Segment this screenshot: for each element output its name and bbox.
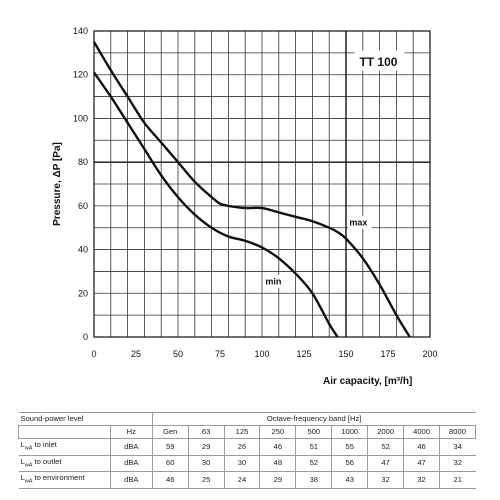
band-header: Octave-frequency band [Hz] (151, 412, 476, 426)
table-cell: 43 (331, 471, 369, 489)
y-axis-title: Pressure, ΔP [Pa] (52, 142, 63, 226)
table-cell: 52 (367, 438, 405, 456)
chart-svg: 0 25 50 75 100 125 150 175 200 0 20 40 60 80 100 120 140… (52, 26, 438, 387)
model-label: TT 100 (359, 55, 397, 69)
table-cell: 47 (367, 454, 405, 473)
table-column-header-blank (18, 425, 111, 439)
x-tick-label: 50 (173, 349, 183, 359)
max-label-background (347, 215, 372, 229)
fan-performance-chart: 0 25 50 75 100 125 150 175 200 0 20 40 60 80 100 120 140… (52, 26, 438, 387)
min-label-background (263, 274, 286, 288)
row-unit: dBA (109, 471, 153, 489)
curve-min (93, 71, 339, 338)
table-cell: 34 (439, 438, 476, 456)
table-title: Sound-power level (18, 412, 111, 426)
x-tick-label: 200 (422, 349, 437, 359)
band-column-header: 250 (259, 425, 297, 439)
x-tick-label: 75 (215, 349, 225, 359)
table-row: LwA to outlet dBA 60 30 30 48 52 56 47 47 32 (18, 454, 476, 473)
y-tick-label: 0 (83, 332, 88, 342)
table-cell: 21 (439, 471, 476, 489)
y-tick-label: 80 (78, 157, 88, 167)
table-cell: 32 (439, 454, 476, 473)
row-label: LwA to environment (18, 471, 111, 489)
table-cell: 29 (187, 438, 225, 456)
table-cell: 30 (187, 454, 225, 473)
table-cell: 46 (259, 438, 297, 456)
y-tick-label: 40 (78, 245, 88, 255)
table-cell: 26 (223, 438, 261, 456)
table-cell: 32 (403, 471, 441, 489)
x-tick-label: 125 (296, 349, 311, 359)
plot-frame (93, 30, 431, 338)
band-column-header: 63 (187, 425, 225, 439)
max-curve-label: max (349, 218, 367, 228)
table-cell: 29 (259, 471, 297, 489)
x-tick-label: 25 (131, 349, 141, 359)
table-cell: 55 (331, 438, 369, 456)
curves (92, 41, 411, 338)
table-cell: 46 (151, 471, 189, 489)
band-column-header: 4000 (403, 425, 441, 439)
table-cell: 52 (295, 454, 333, 473)
y-tick-label: 120 (73, 70, 88, 80)
band-column-header: 1000 (331, 425, 369, 439)
row-label: LwA to inlet (18, 438, 111, 456)
min-curve-label: min (265, 277, 281, 287)
tick-labels: 0 25 50 75 100 125 150 175 200 0 20 40 60 80 100 120 140 (73, 26, 438, 359)
table-cell: 56 (331, 454, 369, 473)
y-tick-label: 20 (78, 288, 88, 298)
band-column-header: 8000 (439, 425, 476, 439)
y-tick-label: 100 (73, 113, 88, 123)
table-cell: 30 (223, 454, 261, 473)
table-cell: 51 (295, 438, 333, 456)
table-header-spacer (110, 412, 153, 426)
table-cell: 46 (403, 438, 441, 456)
y-tick-label: 140 (73, 26, 88, 36)
x-tick-label: 100 (254, 349, 269, 359)
table-header-row: Sound-power level Octave-frequency band … (18, 412, 476, 426)
row-label: LwA to outlet (18, 454, 111, 473)
table-row: LwA to environment dBA 46 25 24 29 38 43 32 32 21 (18, 471, 476, 489)
chart-labels: TT 100 max min Pressure, ΔP [Pa] Air cap… (52, 50, 412, 387)
row-unit: dBA (109, 454, 153, 473)
grid (93, 30, 431, 338)
table-cell: 60 (151, 454, 189, 473)
sound-power-table-container: Sound-power level Octave-frequency band … (18, 412, 476, 489)
row-unit: dBA (109, 438, 153, 456)
band-column-header: Gen (151, 425, 189, 439)
band-column-header: 2000 (367, 425, 405, 439)
model-label-background (354, 50, 405, 71)
table-column-header-row: Hz Gen 63 125 250 500 1000 2000 4000 8000 (18, 425, 476, 439)
table-row: LwA to inlet dBA 59 29 26 46 51 55 52 46 34 (18, 438, 476, 456)
table-cell: 24 (223, 471, 261, 489)
x-tick-label: 150 (338, 349, 353, 359)
unit-column-header: Hz (109, 425, 153, 439)
sound-power-table: Sound-power level Octave-frequency band … (18, 412, 476, 489)
table-cell: 47 (403, 454, 441, 473)
band-column-header: 125 (223, 425, 261, 439)
curve-max (92, 41, 411, 338)
x-tick-label: 175 (380, 349, 395, 359)
table-cell: 25 (187, 471, 225, 489)
table-cell: 32 (367, 471, 405, 489)
table-cell: 38 (295, 471, 333, 489)
table-cell: 59 (151, 438, 189, 456)
table-cell: 48 (259, 454, 297, 473)
x-tick-label: 0 (91, 349, 96, 359)
y-tick-label: 60 (78, 201, 88, 211)
x-axis-title: Air capacity, [m³/h] (323, 376, 412, 387)
band-column-header: 500 (295, 425, 333, 439)
